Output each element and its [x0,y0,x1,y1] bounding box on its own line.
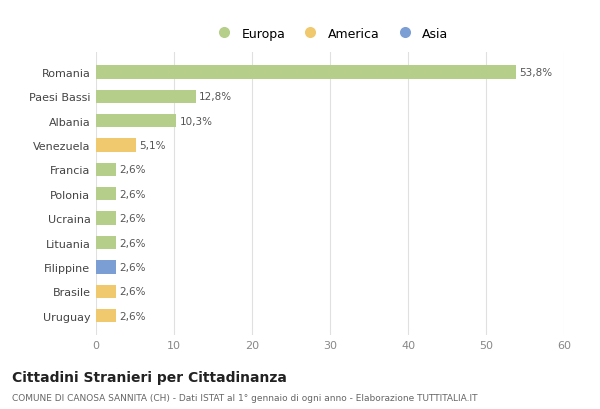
Bar [96,285,116,298]
Text: 2,6%: 2,6% [119,165,146,175]
Text: 2,6%: 2,6% [119,287,146,297]
Text: 2,6%: 2,6% [119,189,146,199]
Text: 2,6%: 2,6% [119,311,146,321]
Bar [96,139,136,152]
Text: 12,8%: 12,8% [199,92,232,102]
Text: 2,6%: 2,6% [119,262,146,272]
Bar [96,66,515,79]
Bar [96,115,176,128]
Bar [96,309,116,323]
Text: 53,8%: 53,8% [519,68,552,78]
Legend: Europa, America, Asia: Europa, America, Asia [206,23,454,46]
Text: 10,3%: 10,3% [179,116,212,126]
Text: 2,6%: 2,6% [119,213,146,224]
Text: Cittadini Stranieri per Cittadinanza: Cittadini Stranieri per Cittadinanza [12,370,287,384]
Bar [96,212,116,225]
Text: 2,6%: 2,6% [119,238,146,248]
Bar [96,236,116,249]
Bar [96,188,116,201]
Bar [96,90,196,104]
Bar [96,163,116,177]
Text: COMUNE DI CANOSA SANNITA (CH) - Dati ISTAT al 1° gennaio di ogni anno - Elaboraz: COMUNE DI CANOSA SANNITA (CH) - Dati IST… [12,393,478,402]
Text: 5,1%: 5,1% [139,141,166,151]
Bar [96,261,116,274]
